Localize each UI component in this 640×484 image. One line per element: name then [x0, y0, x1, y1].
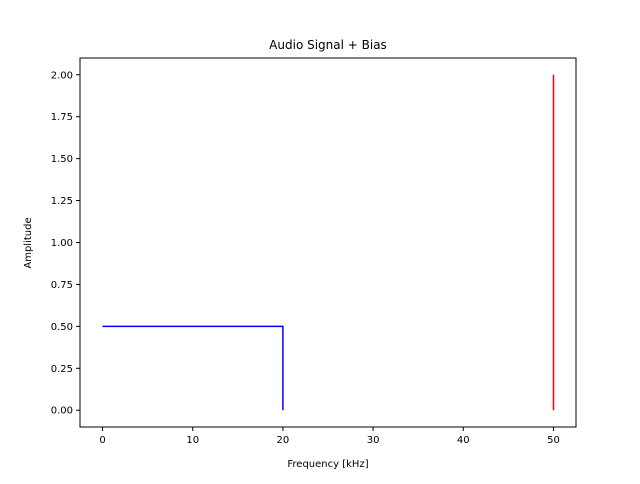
x-axis-ticks: 0 10 20 30 40 50	[99, 427, 560, 446]
x-tick-label: 20	[277, 435, 290, 446]
y-tick-label: 1.75	[51, 112, 73, 123]
series-layer	[102, 74, 555, 411]
y-axis-label: Amplitude	[23, 217, 34, 268]
y-tick-label: 1.25	[51, 196, 73, 207]
x-axis-label: Frequency [kHz]	[287, 459, 368, 470]
y-tick-label: 0.25	[51, 364, 73, 375]
y-tick-label: 0.50	[51, 322, 73, 333]
x-tick-label: 30	[367, 435, 380, 446]
series-line-1	[102, 325, 284, 411]
x-tick-label: 10	[186, 435, 199, 446]
plot-area	[79, 57, 577, 428]
y-tick-label: 1.50	[51, 154, 73, 165]
x-tick-label: 50	[547, 435, 560, 446]
y-tick-label: 1.00	[51, 238, 73, 249]
y-tick-label: 0.75	[51, 280, 73, 291]
y-tick-label: 0.00	[51, 406, 73, 417]
y-axis-ticks: 0.00 0.25 0.50 0.75 1.00 1.25 1.50 1.75 2.00	[51, 70, 80, 417]
y-tick-label: 2.00	[51, 70, 73, 81]
x-tick-label: 0	[99, 435, 105, 446]
chart-title: Audio Signal + Bias	[269, 38, 387, 52]
x-tick-label: 40	[457, 435, 470, 446]
